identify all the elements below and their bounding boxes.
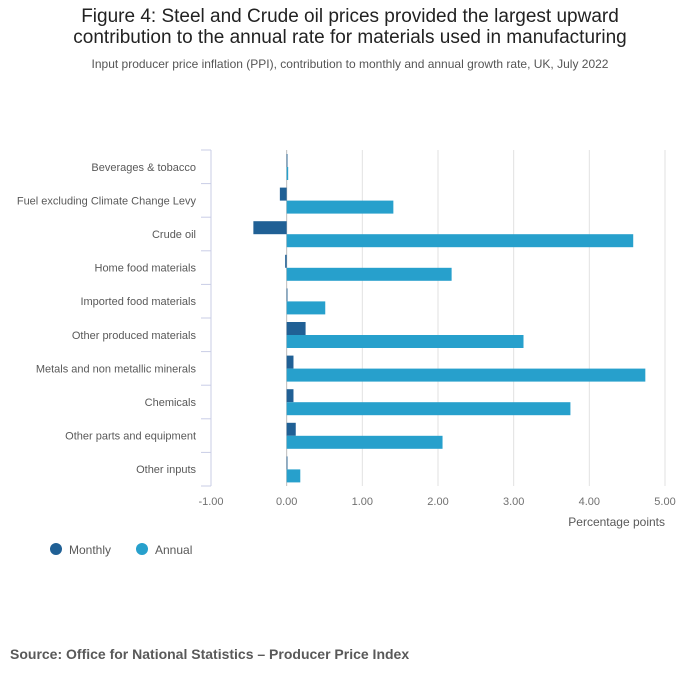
bar-annual-5 bbox=[286, 335, 524, 348]
bar-monthly-9 bbox=[286, 456, 288, 470]
x-tick-label: 2.00 bbox=[427, 496, 448, 508]
bar-monthly-3 bbox=[285, 254, 287, 268]
category-label: Imported food materials bbox=[80, 296, 196, 308]
chart-subtitle: Input producer price inflation (PPI), co… bbox=[91, 57, 609, 71]
bar-monthly-0 bbox=[286, 154, 288, 167]
chart-title-line-2: contribution to the annual rate for mate… bbox=[73, 27, 627, 48]
bar-monthly-5 bbox=[286, 322, 306, 335]
bar-chart: -1.00 0.00 1.00 2.00 3.00 4.00 5.00 Beverages &… bbox=[17, 149, 676, 557]
source-note: Source: Office for National Statistics –… bbox=[10, 646, 410, 662]
legend-label-annual: Annual bbox=[155, 543, 192, 557]
bar-annual-3 bbox=[286, 267, 452, 281]
x-tick-label: 5.00 bbox=[654, 496, 675, 508]
bar-annual-7 bbox=[286, 402, 571, 416]
bar-monthly-8 bbox=[286, 422, 296, 436]
bar-annual-9 bbox=[286, 469, 301, 483]
category-label: Fuel excluding Climate Change Levy bbox=[17, 195, 197, 207]
bar-monthly-6 bbox=[286, 355, 294, 369]
bar-annual-6 bbox=[286, 368, 646, 382]
x-tick-label: 4.00 bbox=[579, 496, 600, 508]
chart-title: Figure 4: Steel and Crude oil prices pro… bbox=[0, 6, 700, 48]
x-tick-label: 0.00 bbox=[276, 496, 297, 508]
bar-annual-1 bbox=[286, 200, 394, 214]
category-label: Other produced materials bbox=[72, 330, 197, 342]
bar-monthly-4 bbox=[286, 288, 288, 302]
legend-label-monthly: Monthly bbox=[69, 543, 111, 557]
legend-marker-annual bbox=[136, 543, 148, 555]
category-label: Beverages & tobacco bbox=[91, 162, 196, 174]
bar-monthly-7 bbox=[286, 389, 294, 403]
x-tick-label: 1.00 bbox=[352, 496, 373, 508]
x-tick-label: 3.00 bbox=[503, 496, 524, 508]
bar-monthly-2 bbox=[253, 221, 287, 235]
x-axis-title: Percentage points bbox=[568, 515, 665, 529]
bar-annual-4 bbox=[286, 301, 326, 315]
category-label: Other parts and equipment bbox=[65, 431, 196, 443]
category-label: Crude oil bbox=[152, 229, 196, 241]
bar-monthly-1 bbox=[279, 187, 287, 201]
bar-annual-0 bbox=[286, 167, 289, 180]
bar-annual-8 bbox=[286, 435, 443, 449]
chart-title-line-1: Figure 4: Steel and Crude oil prices pro… bbox=[81, 6, 619, 27]
category-label: Home food materials bbox=[95, 263, 197, 275]
bar-annual-2 bbox=[286, 234, 634, 248]
x-tick-label: -1.00 bbox=[198, 496, 223, 508]
category-label: Chemicals bbox=[145, 397, 197, 409]
category-label: Other inputs bbox=[136, 464, 196, 476]
legend-marker-monthly bbox=[50, 543, 62, 555]
category-label: Metals and non metallic minerals bbox=[36, 363, 197, 375]
